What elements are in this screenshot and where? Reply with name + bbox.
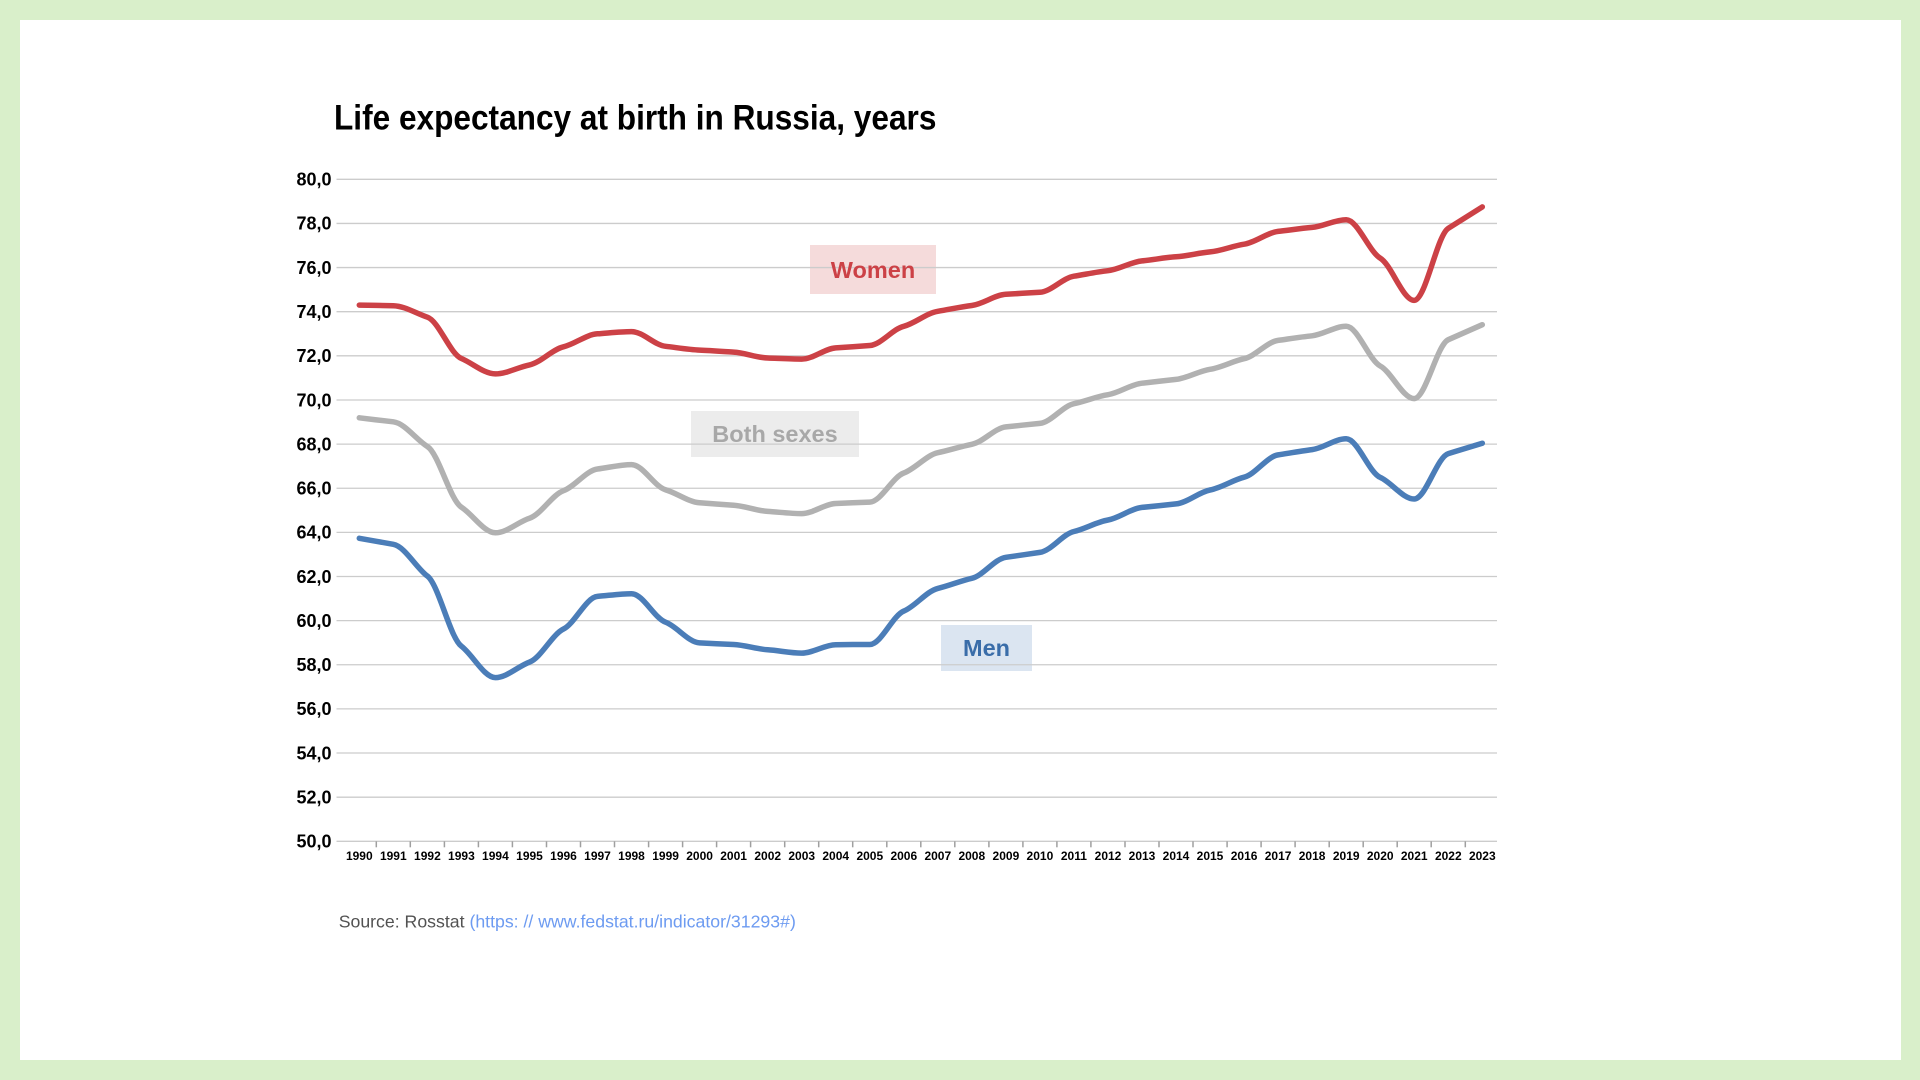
svg-text:2021: 2021 <box>1401 849 1428 863</box>
svg-text:2011: 2011 <box>1061 849 1087 863</box>
svg-text:70,0: 70,0 <box>296 390 331 410</box>
svg-text:2013: 2013 <box>1129 849 1156 863</box>
svg-text:2009: 2009 <box>993 849 1020 863</box>
svg-text:64,0: 64,0 <box>296 523 331 543</box>
svg-text:66,0: 66,0 <box>296 479 331 499</box>
svg-text:2023: 2023 <box>1469 849 1496 863</box>
svg-text:2000: 2000 <box>686 849 713 863</box>
svg-text:2018: 2018 <box>1299 849 1326 863</box>
svg-text:2014: 2014 <box>1163 849 1190 863</box>
svg-text:1996: 1996 <box>550 849 577 863</box>
svg-text:1994: 1994 <box>482 849 509 863</box>
svg-text:1990: 1990 <box>346 849 373 863</box>
svg-text:2012: 2012 <box>1095 849 1122 863</box>
svg-text:2015: 2015 <box>1197 849 1224 863</box>
svg-text:2004: 2004 <box>822 849 849 863</box>
svg-text:62,0: 62,0 <box>296 567 331 587</box>
svg-text:2007: 2007 <box>924 849 951 863</box>
svg-text:2022: 2022 <box>1435 849 1462 863</box>
svg-text:Both sexes: Both sexes <box>712 421 837 447</box>
svg-text:2017: 2017 <box>1265 849 1292 863</box>
svg-text:2010: 2010 <box>1027 849 1054 863</box>
svg-text:1997: 1997 <box>584 849 611 863</box>
svg-text:1999: 1999 <box>652 849 679 863</box>
svg-text:76,0: 76,0 <box>296 258 331 278</box>
svg-text:2005: 2005 <box>856 849 883 863</box>
svg-text:1991: 1991 <box>380 849 407 863</box>
svg-text:80,0: 80,0 <box>296 170 331 190</box>
svg-text:58,0: 58,0 <box>296 655 331 675</box>
svg-text:2008: 2008 <box>958 849 985 863</box>
svg-text:52,0: 52,0 <box>296 788 331 808</box>
svg-text:78,0: 78,0 <box>296 214 331 234</box>
svg-text:1998: 1998 <box>618 849 645 863</box>
svg-text:1993: 1993 <box>448 849 475 863</box>
svg-text:2020: 2020 <box>1367 849 1394 863</box>
svg-text:60,0: 60,0 <box>296 611 331 631</box>
svg-text:Source: Rosstat (https: // www: Source: Rosstat (https: // www.fedstat.r… <box>339 912 796 932</box>
svg-text:68,0: 68,0 <box>296 434 331 454</box>
svg-text:Life expectancy at birth in Ru: Life expectancy at birth in Russia, year… <box>334 99 936 138</box>
svg-text:54,0: 54,0 <box>296 743 331 763</box>
svg-text:2001: 2001 <box>720 849 747 863</box>
svg-text:2006: 2006 <box>890 849 917 863</box>
svg-text:2016: 2016 <box>1231 849 1258 863</box>
svg-text:2002: 2002 <box>754 849 781 863</box>
svg-text:1995: 1995 <box>516 849 543 863</box>
svg-text:2003: 2003 <box>788 849 815 863</box>
svg-text:Women: Women <box>831 257 915 283</box>
svg-text:2019: 2019 <box>1333 849 1360 863</box>
svg-text:50,0: 50,0 <box>296 832 331 852</box>
svg-text:72,0: 72,0 <box>296 346 331 366</box>
svg-text:Men: Men <box>963 635 1010 661</box>
svg-text:56,0: 56,0 <box>296 699 331 719</box>
svg-text:1992: 1992 <box>414 849 441 863</box>
svg-text:74,0: 74,0 <box>296 302 331 322</box>
